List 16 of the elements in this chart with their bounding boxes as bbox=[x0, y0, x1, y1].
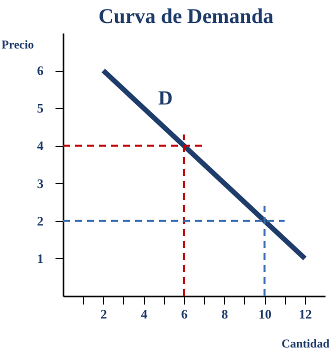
chart-title: Curva de Demanda bbox=[98, 4, 274, 28]
y-tick-label: 6 bbox=[37, 63, 44, 78]
x-tick-label: 12 bbox=[298, 306, 312, 322]
x-tick-label: 8 bbox=[221, 306, 228, 322]
y-axis-title: Precio bbox=[2, 38, 34, 52]
x-tick-label: 10 bbox=[258, 306, 272, 322]
y-tick-label: 2 bbox=[37, 213, 44, 228]
y-tick-label: 4 bbox=[37, 138, 44, 154]
y-tick-label: 5 bbox=[37, 100, 44, 116]
series-label: D bbox=[158, 88, 173, 110]
y-tick-label: 3 bbox=[37, 176, 44, 191]
x-tick-label: 6 bbox=[181, 306, 188, 322]
x-tick-label: 2 bbox=[100, 306, 108, 322]
y-tick-label: 1 bbox=[37, 250, 44, 266]
x-tick-label: 4 bbox=[140, 306, 148, 322]
x-axis-title: Cantidad bbox=[281, 336, 330, 348]
